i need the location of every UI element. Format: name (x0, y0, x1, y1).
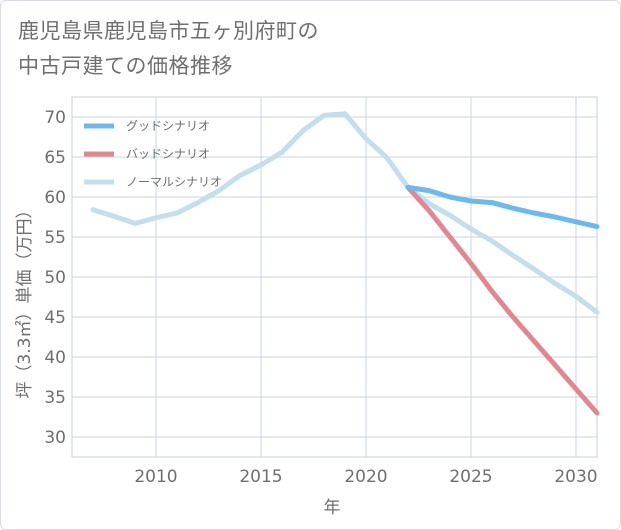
x-tick-label: 2030 (554, 467, 597, 487)
x-tick-label: 2010 (134, 467, 177, 487)
series-lines (90, 111, 600, 416)
y-tick-label: 65 (44, 148, 66, 168)
tick-labels: 2010 2015 2020 2025 2030 30 35 40 45 50 55 60 65 70 (44, 108, 597, 487)
x-axis-title: 年 (324, 498, 341, 518)
x-tick-label: 2015 (239, 467, 282, 487)
chart-title-line-1: 鹿児島県鹿児島市五ヶ別府町の (18, 19, 319, 43)
y-tick-label: 55 (44, 228, 66, 248)
y-tick-label: 60 (44, 188, 66, 208)
x-tick-label: 2025 (449, 467, 492, 487)
legend-label-0: グッドシナリオ (126, 119, 210, 133)
series-line-0 (405, 184, 600, 230)
legend-label-1: バッドシナリオ (126, 147, 210, 161)
y-tick-label: 45 (44, 308, 66, 328)
y-tick-label: 40 (44, 348, 66, 368)
chart-title-line-2: 中古戸建ての価格推移 (18, 54, 233, 78)
series-line-2 (90, 111, 600, 315)
y-axis-title: 坪（3.3㎡）単価（万円） (15, 201, 35, 398)
y-tick-label: 30 (44, 428, 66, 448)
chart-title: 鹿児島県鹿児島市五ヶ別府町の 中古戸建ての価格推移 (18, 14, 608, 84)
x-tick-label: 2020 (344, 467, 387, 487)
y-tick-label: 35 (44, 388, 66, 408)
series-line-1 (405, 184, 600, 416)
grid-lines (72, 97, 597, 457)
y-tick-label: 50 (44, 268, 66, 288)
legend-label-2: ノーマルシナリオ (126, 175, 222, 189)
y-tick-label: 70 (44, 108, 66, 128)
